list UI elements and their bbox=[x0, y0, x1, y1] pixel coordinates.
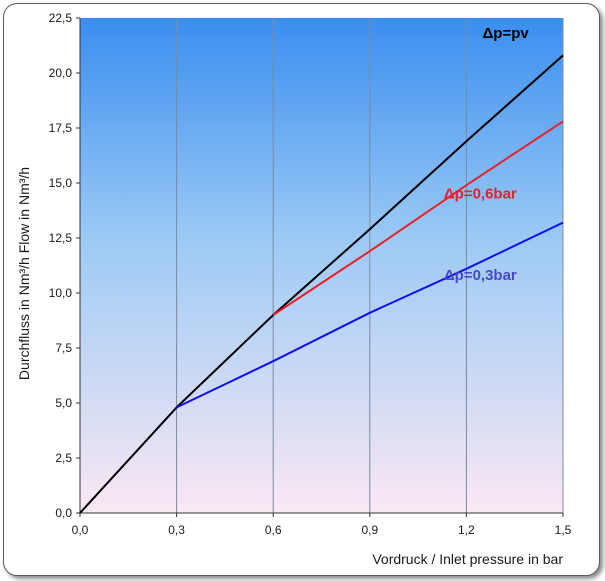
series-labels: Δp=pv Δp=0,6bar Δp=0,3bar bbox=[444, 25, 530, 284]
x-tick-label-4: 1,2 bbox=[458, 523, 475, 537]
x-tick-label-2: 0,6 bbox=[265, 523, 282, 537]
y-tick-label-5: 12,5 bbox=[49, 231, 73, 245]
y-tick-label-0: 0,0 bbox=[55, 506, 72, 520]
series-label-2: Δp=0,3bar bbox=[444, 267, 517, 284]
y-tick-label-6: 15,0 bbox=[49, 176, 73, 190]
series-lines bbox=[79, 54, 564, 514]
x-tick-label-1: 0,3 bbox=[168, 523, 185, 537]
y-axis-label: Durchfluss in Nm³/h Flow in Nm³/h bbox=[16, 167, 32, 380]
series-label-0: Δp=pv bbox=[483, 25, 530, 42]
x-axis-label: Vordruck / Inlet pressure in bar bbox=[372, 551, 563, 567]
axes bbox=[76, 17, 564, 517]
plot-area bbox=[80, 18, 563, 513]
series-line-2 bbox=[176, 221, 564, 409]
y-tick-labels: 0,0 2,5 5,0 7,5 10,0 12,5 15,0 17,5 20,0 22,5 bbox=[49, 11, 73, 520]
y-tick-label-9: 22,5 bbox=[49, 11, 73, 25]
y-tick-label-1: 2,5 bbox=[55, 451, 72, 465]
x-tick-labels: 0,0 0,3 0,6 0,9 1,2 1,5 bbox=[72, 523, 572, 537]
series-line-0 bbox=[79, 54, 564, 514]
y-tick-label-2: 5,0 bbox=[55, 396, 72, 410]
series-line-1 bbox=[272, 120, 564, 316]
y-tick-label-4: 10,0 bbox=[49, 286, 73, 300]
x-tick-label-0: 0,0 bbox=[72, 523, 89, 537]
y-tick-label-7: 17,5 bbox=[49, 121, 73, 135]
grid-lines bbox=[176, 18, 564, 513]
y-tick-label-8: 20,0 bbox=[49, 66, 73, 80]
x-tick-label-3: 0,9 bbox=[361, 523, 378, 537]
y-tick-label-3: 7,5 bbox=[55, 341, 72, 355]
series-label-1: Δp=0,6bar bbox=[444, 185, 517, 202]
x-tick-label-5: 1,5 bbox=[555, 523, 572, 537]
